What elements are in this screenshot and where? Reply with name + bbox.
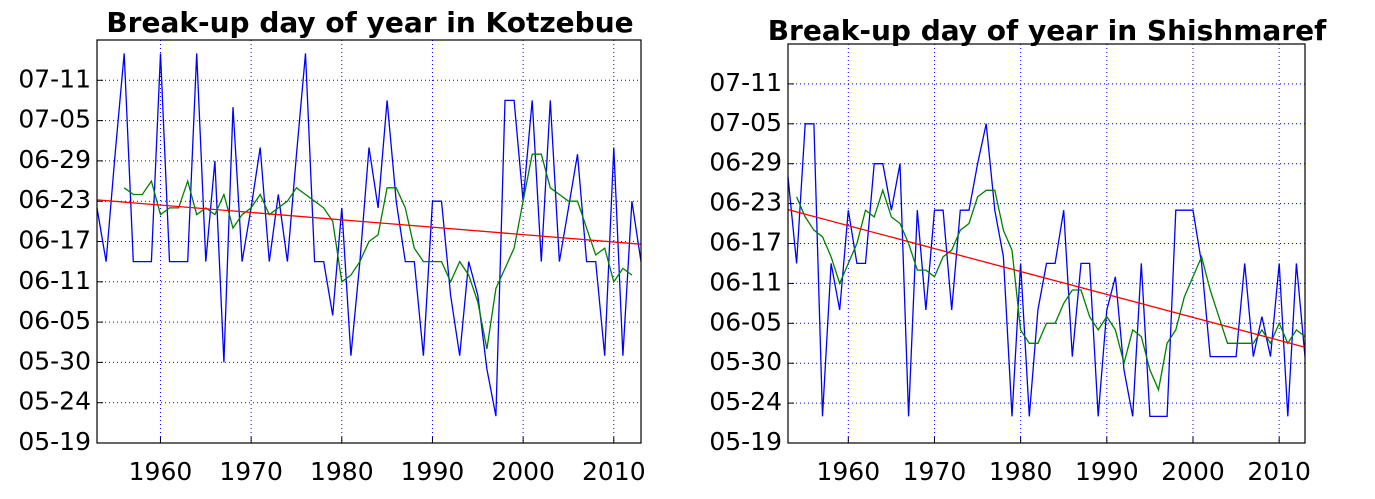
x-tick-label: 1970 (219, 457, 283, 486)
line-series (787, 208, 1306, 348)
chart-title: Break-up day of year in Shishmaref (768, 14, 1327, 47)
y-tick-label: 06-11 (709, 267, 782, 296)
y-tick-label: 06-23 (709, 188, 782, 217)
plot-frame (96, 39, 642, 444)
x-tick-label: 2000 (1161, 457, 1225, 486)
x-tick-label: 2000 (491, 457, 555, 486)
y-tick-label: 06-29 (709, 148, 782, 177)
y-tick-label: 06-05 (709, 307, 782, 336)
y-tick-label: 05-30 (709, 347, 782, 376)
x-tick-label: 1980 (989, 457, 1053, 486)
line-series (796, 188, 1306, 393)
y-tick-label: 06-29 (18, 145, 91, 174)
x-tick-label: 1970 (903, 457, 967, 486)
x-tick-label: 1960 (817, 457, 881, 486)
y-tick-label: 05-24 (18, 387, 91, 416)
line-series (96, 199, 642, 245)
y-tick-label: 06-17 (709, 228, 782, 257)
y-tick-label: 07-11 (709, 68, 782, 97)
x-tick-label: 2010 (1247, 457, 1311, 486)
line-series (123, 153, 633, 350)
x-tick-label: 1990 (1075, 457, 1139, 486)
plot-frame (787, 43, 1306, 444)
y-tick-label: 06-17 (18, 226, 91, 255)
x-tick-label: 1980 (310, 457, 374, 486)
line-series (96, 53, 642, 417)
y-tick-label: 07-05 (18, 105, 91, 134)
line-series (787, 123, 1306, 418)
y-tick-label: 06-23 (18, 185, 91, 214)
y-tick-label: 05-30 (18, 346, 91, 375)
y-tick-label: 05-24 (709, 387, 782, 416)
y-tick-label: 05-19 (18, 427, 91, 456)
x-tick-label: 1990 (401, 457, 465, 486)
y-tick-label: 05-19 (709, 427, 782, 456)
y-tick-label: 06-05 (18, 306, 91, 335)
x-tick-label: 2010 (582, 457, 646, 486)
chart-title: Break-up day of year in Kotzebue (106, 6, 633, 39)
y-tick-label: 07-11 (18, 64, 91, 93)
y-tick-label: 06-11 (18, 266, 91, 295)
x-tick-label: 1960 (129, 457, 193, 486)
y-tick-label: 07-05 (709, 108, 782, 137)
